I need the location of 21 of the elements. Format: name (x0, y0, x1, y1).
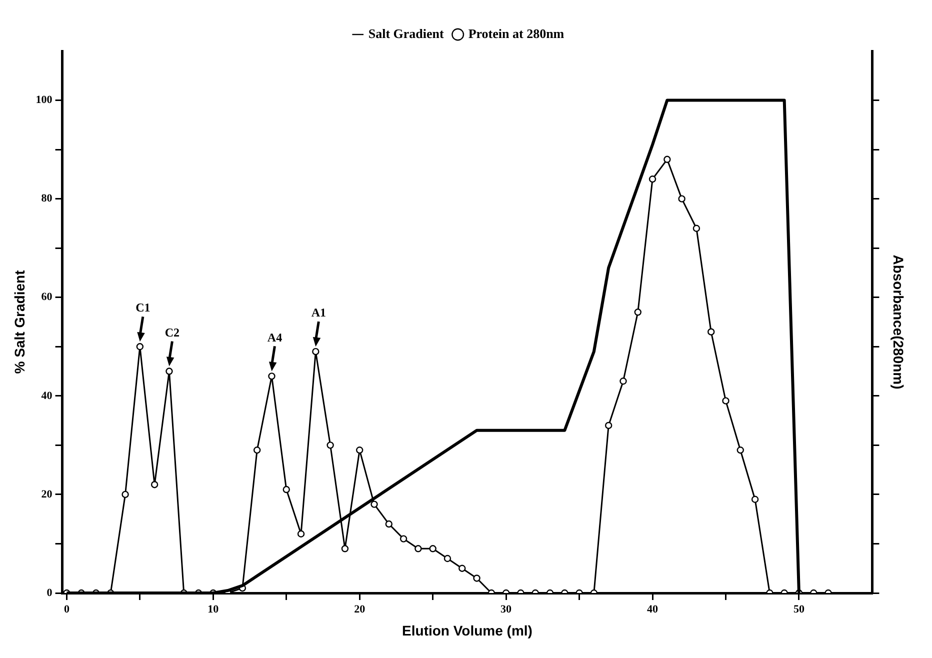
annotation: C2 (164, 325, 180, 340)
annotation: C1 (136, 300, 150, 315)
y-axis-title: % Salt Gradient (11, 270, 28, 374)
legend-label: Protein at 280nm (468, 26, 564, 41)
x-axis-title: Elution Volume (ml) (402, 622, 532, 638)
annotation: A1 (311, 306, 326, 320)
x-tick-label: 50 (793, 603, 805, 616)
x-tick-label: 10 (208, 603, 220, 616)
y-tick-label: 60 (41, 291, 53, 304)
y-tick-label: 20 (41, 488, 53, 500)
y-tick-label: 0 (46, 586, 53, 599)
x-tick-label: 40 (647, 603, 659, 616)
y-tick-label: 80 (41, 192, 53, 205)
y-tick-label: 40 (41, 390, 53, 402)
y2-axis-title: Absorbance(280nm) (890, 254, 907, 390)
x-tick-label: 0 (64, 603, 70, 616)
y-tick-label: 100 (36, 94, 53, 106)
annotation: A4 (267, 330, 282, 344)
x-tick-label: 30 (500, 603, 512, 616)
legend-label: Salt Gradient (368, 26, 445, 41)
x-tick-label: 20 (354, 603, 366, 616)
